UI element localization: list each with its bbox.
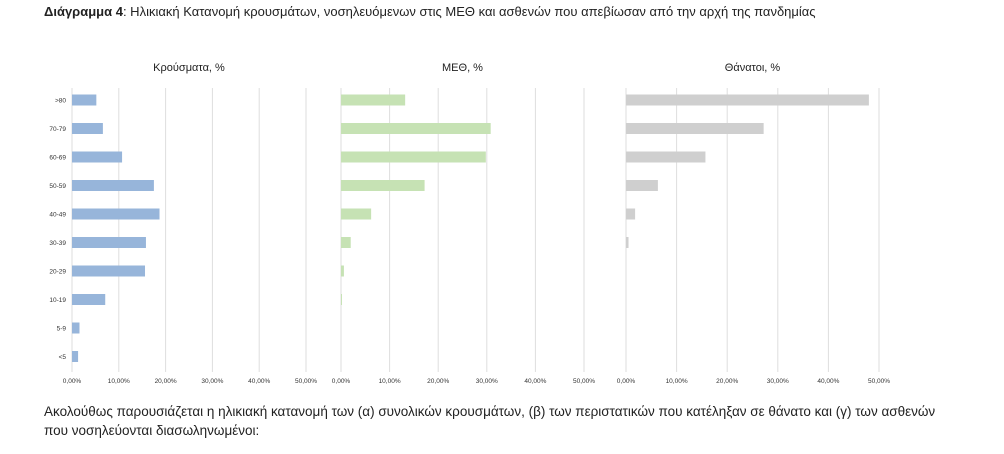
category-label: >80 xyxy=(55,98,66,105)
category-label: <5 xyxy=(59,354,67,361)
figure-caption-text: : Ηλικιακή Κατανομή κρουσμάτων, νοσηλευό… xyxy=(122,4,816,19)
tick-label: 40,00% xyxy=(817,378,839,385)
tick-label: 30,00% xyxy=(476,378,498,385)
bar-40-49 xyxy=(341,208,372,220)
category-label: 20-29 xyxy=(49,269,66,276)
bar-10-19 xyxy=(341,294,342,305)
body-paragraph: Ακολούθως παρουσιάζεται η ηλικιακή καταν… xyxy=(44,404,936,438)
bar-5-9 xyxy=(72,322,80,334)
bar-70-79 xyxy=(72,123,103,134)
tick-label: 50,00% xyxy=(573,378,595,385)
bar-30-39 xyxy=(626,237,629,248)
bar-40-49 xyxy=(72,208,160,220)
bar-50-59 xyxy=(72,180,154,191)
tick-label: 30,00% xyxy=(201,378,223,385)
tick-label: 40,00% xyxy=(248,378,270,385)
bar-40-49 xyxy=(626,208,636,220)
category-label: 5-9 xyxy=(57,326,67,333)
bar-50-59 xyxy=(341,180,425,191)
bar-50-59 xyxy=(626,180,658,191)
tick-label: 10,00% xyxy=(379,378,401,385)
tick-label: 0,00% xyxy=(617,378,636,385)
tick-label: 40,00% xyxy=(524,378,546,385)
figure-caption-label: Διάγραμμα 4 xyxy=(44,4,123,19)
bar-charts: Κρούσματα, % >80 70-79 60-69 50-59 40-49 30-39… xyxy=(49,62,890,385)
bar-20-29 xyxy=(72,265,146,277)
bar->80 xyxy=(72,94,97,106)
tick-label: 20,00% xyxy=(155,378,177,385)
tick-label: 10,00% xyxy=(666,378,688,385)
category-label: 30-39 xyxy=(49,240,66,247)
category-label: 50-59 xyxy=(49,183,66,190)
bar-20-29 xyxy=(341,265,344,277)
tick-label: 30,00% xyxy=(767,378,789,385)
bar-70-79 xyxy=(341,123,491,134)
bar-60-69 xyxy=(341,151,486,163)
figure-caption: Διάγραμμα 4: Ηλικιακή Κατανομή κρουσμάτω… xyxy=(44,4,816,19)
chart-title: Θάνατοι, % xyxy=(725,62,781,74)
bar-60-69 xyxy=(72,151,123,163)
tick-label: 20,00% xyxy=(716,378,738,385)
category-label: 10-19 xyxy=(49,297,66,304)
chart-title: Κρούσματα, % xyxy=(153,62,225,74)
bar->80 xyxy=(626,94,869,106)
bar-30-39 xyxy=(341,237,351,248)
bar-<5 xyxy=(72,351,79,362)
tick-label: 10,00% xyxy=(108,378,130,385)
bar-30-39 xyxy=(72,237,146,248)
tick-label: 50,00% xyxy=(868,378,890,385)
bar-70-79 xyxy=(626,123,764,134)
category-label: 60-69 xyxy=(49,155,66,162)
bar-10-19 xyxy=(72,294,106,305)
chart-title: ΜΕΘ, % xyxy=(442,62,483,74)
bar->80 xyxy=(341,94,406,106)
bar-60-69 xyxy=(626,151,706,163)
tick-label: 50,00% xyxy=(295,378,317,385)
category-label: 70-79 xyxy=(49,126,66,133)
category-label: 40-49 xyxy=(49,212,66,219)
tick-label: 0,00% xyxy=(63,378,82,385)
tick-label: 20,00% xyxy=(427,378,449,385)
tick-label: 0,00% xyxy=(332,378,351,385)
